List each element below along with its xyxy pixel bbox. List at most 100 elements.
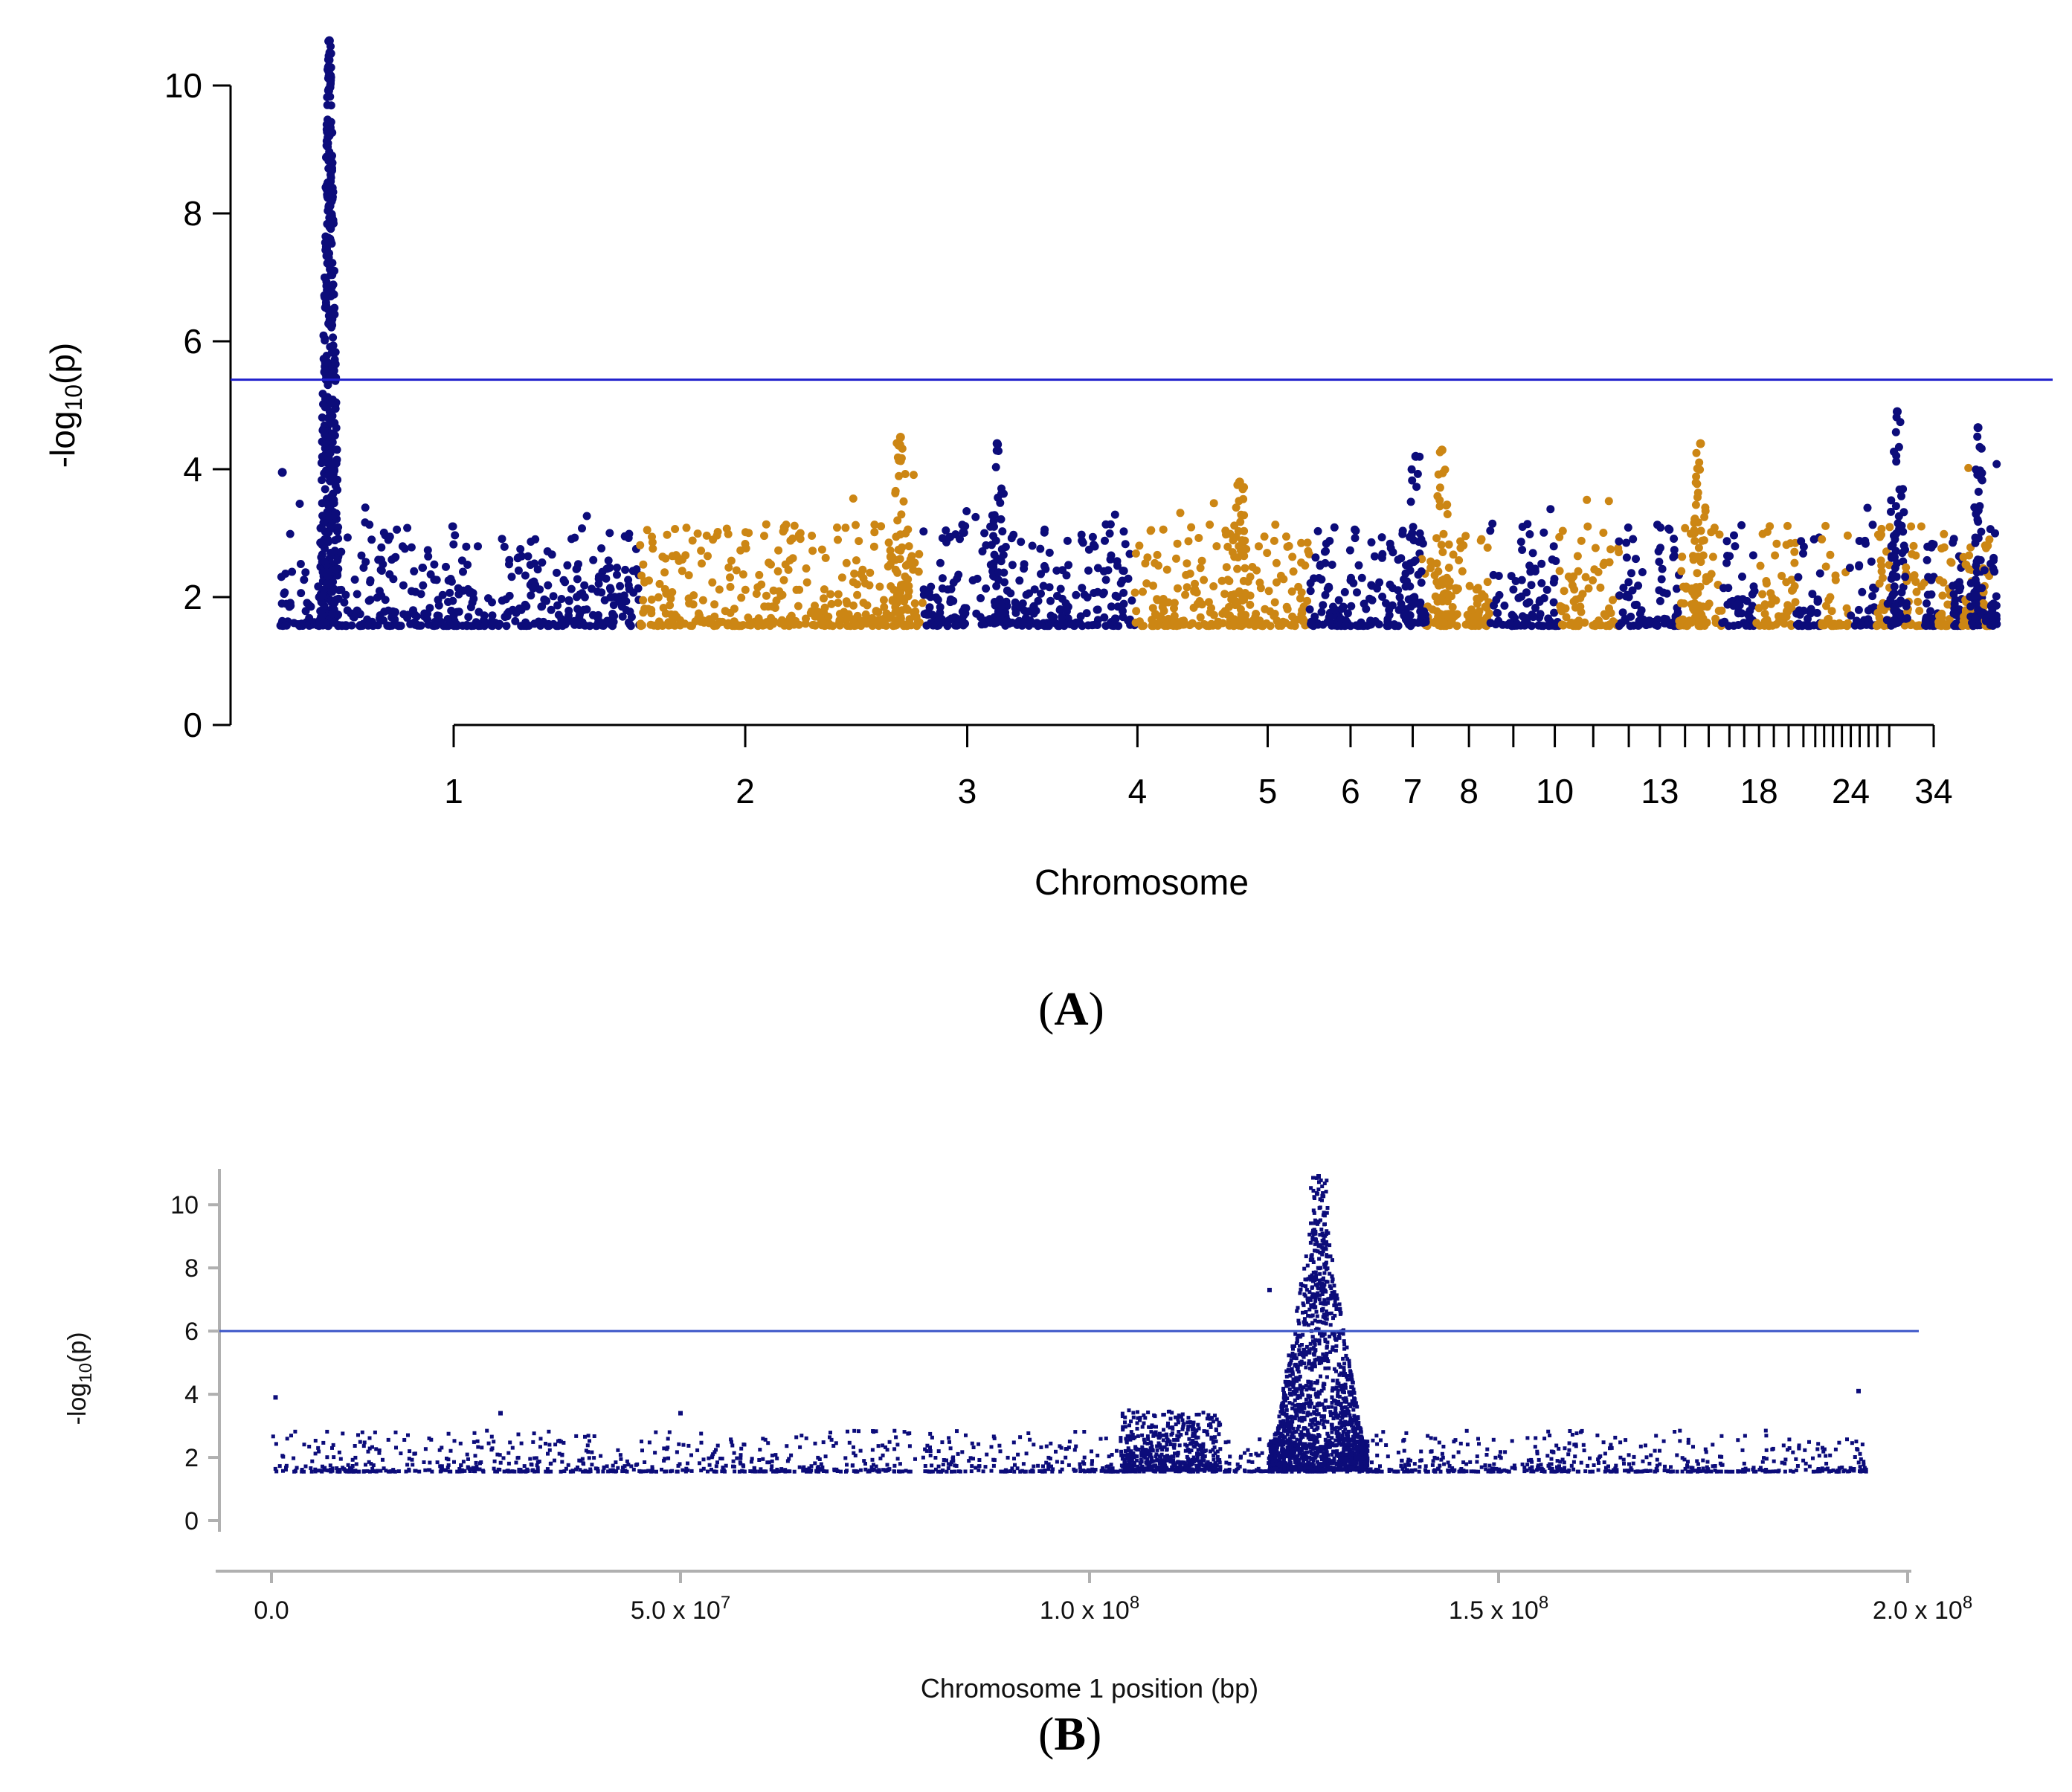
data-point (538, 1437, 543, 1441)
data-point (381, 1457, 385, 1462)
data-point (654, 1469, 658, 1474)
data-point-chr-6 (1483, 578, 1492, 587)
data-point-chr-6 (1483, 544, 1492, 552)
data-point-chr-4 (1176, 509, 1185, 518)
data-point (753, 1469, 758, 1474)
data-point-chr-1 (454, 607, 463, 616)
data-point-chr-4 (1289, 567, 1298, 576)
data-point (1506, 1469, 1510, 1474)
data-point (852, 1451, 856, 1455)
data-point-chr-1 (620, 532, 629, 541)
data-point (1119, 1436, 1123, 1440)
data-point (614, 1460, 618, 1465)
data-point (493, 1469, 498, 1474)
peak-point-chr-5 (1403, 614, 1412, 623)
data-point (1502, 1468, 1507, 1472)
data-point-chr-15 (1847, 611, 1856, 620)
data-point-chr-3 (1053, 592, 1061, 600)
data-point (1439, 1457, 1444, 1462)
data-point (989, 1445, 994, 1449)
data-point (316, 1445, 321, 1450)
data-point (521, 1469, 526, 1474)
data-point (1655, 1463, 1659, 1468)
data-point (977, 1458, 982, 1462)
data-point (773, 1469, 777, 1473)
peak-point-chr-1 (334, 523, 343, 532)
data-point (1130, 1432, 1135, 1437)
data-point (1419, 1449, 1423, 1454)
data-point-chr-7 (1488, 519, 1497, 528)
data-point (923, 1469, 927, 1474)
data-point (1213, 1435, 1217, 1440)
data-point-chr-7 (1531, 604, 1539, 612)
data-point-chr-17 (1899, 583, 1908, 591)
data-point-chr-2 (808, 547, 817, 555)
data-point (559, 1469, 563, 1474)
data-point-chr-4 (1283, 605, 1292, 613)
data-point-chr-21 (1950, 599, 1959, 608)
data-point (1499, 1450, 1502, 1454)
data-point-chr-4 (1204, 598, 1213, 607)
data-point (439, 1466, 443, 1470)
data-point (293, 1429, 297, 1434)
data-point-chr-2 (760, 532, 768, 541)
data-point (1685, 1469, 1690, 1474)
data-point (1644, 1455, 1649, 1460)
data-point (310, 1459, 315, 1463)
data-point (1148, 1440, 1153, 1445)
data-point (789, 1453, 794, 1457)
data-point-chr-2 (765, 558, 773, 567)
data-point (1731, 1469, 1735, 1474)
data-point (273, 1466, 277, 1471)
data-point (1850, 1441, 1854, 1445)
data-point-chr-9 (1626, 622, 1635, 631)
data-point (742, 1469, 747, 1474)
data-point-chr-8 (1560, 587, 1569, 596)
data-point-chr-12 (1766, 522, 1775, 531)
data-point (898, 1462, 902, 1466)
data-point-chr-3 (1045, 583, 1054, 592)
data-point-chr-3 (950, 621, 959, 630)
data-point-chr-2 (794, 602, 802, 610)
data-point-chr-13 (1797, 537, 1806, 546)
data-point (1635, 1469, 1640, 1474)
data-point (1154, 1454, 1158, 1459)
data-point (477, 1467, 482, 1472)
peak-point-chr-10 (1694, 544, 1703, 552)
data-point (992, 1436, 997, 1440)
data-point (1243, 1469, 1247, 1474)
data-point-chr-7 (1529, 613, 1538, 622)
data-point (350, 1464, 355, 1468)
peak-point-chr-6 (1438, 548, 1447, 556)
data-point (1689, 1469, 1693, 1474)
data-point-chr-2 (820, 585, 829, 594)
data-point (928, 1431, 933, 1436)
data-point (370, 1469, 375, 1473)
data-point (490, 1446, 495, 1451)
x-tick-label: 34 (1914, 772, 1952, 810)
data-point-chr-1 (597, 544, 606, 552)
data-point-chr-2 (727, 556, 736, 565)
data-point-chr-2 (678, 567, 686, 576)
data-point-chr-1 (622, 597, 631, 606)
data-point (393, 1430, 398, 1434)
data-point (731, 1459, 736, 1463)
peak-point-chr-17 (1887, 507, 1895, 516)
data-point (801, 1469, 805, 1473)
data-point (977, 1468, 981, 1472)
data-point-chr-9 (1665, 525, 1674, 534)
peak-point-chr-4 (1237, 547, 1245, 555)
data-point (480, 1469, 485, 1473)
data-point-chr-7 (1525, 530, 1534, 538)
data-point-chr-4 (1287, 587, 1296, 596)
data-point (646, 1469, 651, 1473)
peak-top-chr-1 (324, 36, 334, 45)
data-point (377, 1451, 382, 1455)
data-point-chr-11 (1737, 520, 1746, 529)
data-point (1742, 1461, 1746, 1466)
data-point-chr-9 (1673, 608, 1682, 617)
data-point-chr-4 (1273, 578, 1281, 587)
data-point (666, 1445, 670, 1450)
data-point (1533, 1445, 1537, 1449)
data-point (1119, 1453, 1124, 1457)
